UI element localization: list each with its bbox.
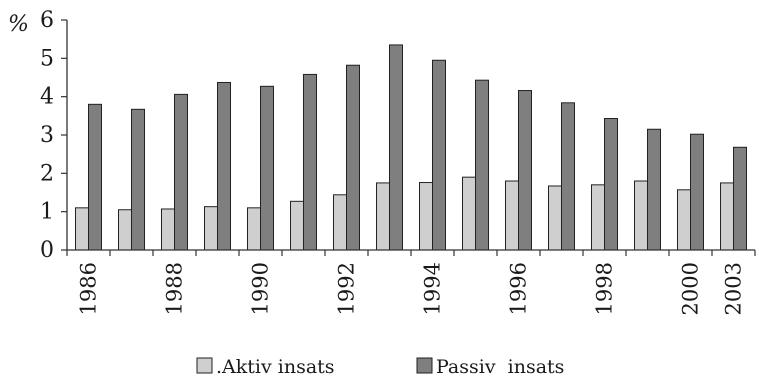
y-tick-label: 6 — [40, 8, 54, 33]
x-tick-label: 1994 — [421, 262, 445, 315]
x-tick-label: 1990 — [249, 262, 273, 315]
legend-label-aktiv: .Aktiv insats — [216, 356, 335, 378]
bar-passiv — [88, 103, 102, 251]
bar-aktiv — [333, 194, 347, 251]
y-axis: 0 1 2 3 4 5 6 — [40, 8, 68, 263]
y-tick-label: 5 — [40, 46, 54, 71]
bar-aktiv — [462, 176, 476, 251]
bar-passiv — [303, 73, 317, 251]
bar-passiv — [432, 59, 446, 251]
x-tick-label: 2003 — [722, 262, 746, 315]
bar-aktiv — [118, 209, 132, 251]
legend-swatch-passiv — [416, 357, 433, 374]
bar-passiv — [346, 64, 360, 251]
y-tick-label: 1 — [40, 200, 54, 225]
y-tick-label: 0 — [40, 238, 54, 263]
bar-aktiv — [419, 182, 433, 251]
bar-aktiv — [634, 180, 648, 251]
y-tick-label: 2 — [40, 161, 54, 186]
x-tick-label: 1986 — [77, 262, 101, 315]
bar-passiv — [475, 79, 489, 251]
y-tick-label: 4 — [40, 85, 54, 110]
bar-passiv — [131, 108, 145, 251]
bar-passiv — [518, 90, 532, 251]
bar-aktiv — [290, 200, 304, 251]
x-tick-label: 1988 — [163, 262, 187, 315]
y-tick-label: 3 — [40, 123, 54, 148]
bar-aktiv — [548, 185, 562, 251]
bar-passiv — [389, 44, 403, 251]
x-tick-label: 1996 — [507, 262, 531, 315]
bar-aktiv — [247, 207, 261, 251]
x-tick-label: 1998 — [593, 262, 617, 315]
x-tick-label: 1992 — [335, 262, 359, 315]
bar-passiv — [174, 93, 188, 251]
bar-aktiv — [75, 207, 89, 251]
bar-passiv — [604, 118, 618, 251]
bar-passiv — [260, 85, 274, 251]
x-tick-label: 2000 — [679, 262, 703, 315]
legend-label-passiv: Passiv insats — [436, 356, 564, 378]
bar-passiv — [647, 128, 661, 251]
bar-aktiv — [161, 208, 175, 251]
bar-aktiv — [505, 180, 519, 251]
bar-aktiv — [204, 206, 218, 251]
bar-aktiv — [376, 182, 390, 251]
x-axis: 1986 1988 1990 1992 1994 1996 1998 2000 2003 — [66, 249, 756, 315]
y-unit-label: % — [8, 12, 29, 37]
bar-aktiv — [591, 184, 605, 251]
bar-aktiv — [720, 182, 734, 251]
legend: .Aktiv insats Passiv insats — [196, 356, 564, 378]
bar-passiv — [690, 133, 704, 251]
legend-swatch-aktiv — [196, 357, 213, 374]
bar-passiv — [561, 102, 575, 251]
bar-passiv — [733, 146, 747, 251]
bar-aktiv — [677, 189, 691, 251]
bar-passiv — [217, 81, 231, 251]
bars — [75, 44, 747, 251]
